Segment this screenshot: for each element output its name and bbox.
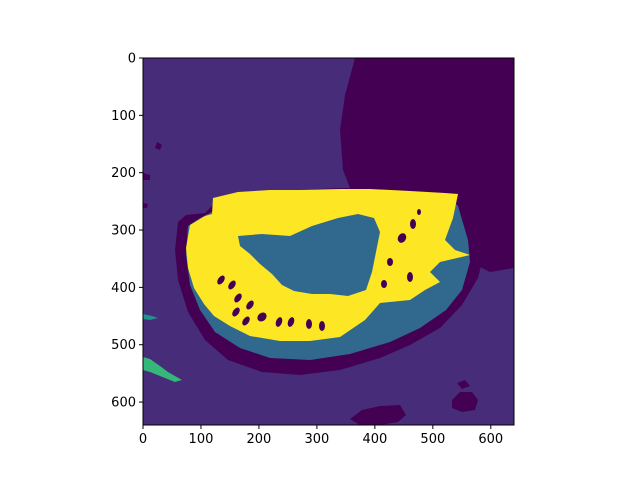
y-tick-label: 200 xyxy=(111,166,136,181)
region-flesh-core xyxy=(238,214,380,296)
region-green-left xyxy=(143,357,182,382)
seed xyxy=(234,293,242,303)
x-tick-label: 300 xyxy=(304,432,329,447)
x-tick-label: 400 xyxy=(362,432,387,447)
y-tick-label: 0 xyxy=(128,52,136,67)
x-axis: 0 100 200 300 400 500 600 xyxy=(139,425,503,447)
seed xyxy=(306,319,312,329)
heatmap-image xyxy=(143,58,514,425)
region-dark-blob-right-small xyxy=(457,380,470,389)
y-axis: 0 100 200 300 400 500 600 xyxy=(111,52,143,411)
x-tick-label: 200 xyxy=(247,432,272,447)
seed xyxy=(387,258,393,266)
region-dark-mark-left-3 xyxy=(143,203,148,208)
seed xyxy=(242,316,250,326)
seed xyxy=(287,317,295,327)
x-tick-label: 500 xyxy=(420,432,445,447)
x-tick-label: 600 xyxy=(478,432,503,447)
region-dark-blob-right xyxy=(452,392,478,412)
seed xyxy=(381,280,387,288)
seed xyxy=(257,312,267,322)
seed xyxy=(410,219,416,229)
seed xyxy=(417,209,421,215)
x-tick-label: 100 xyxy=(189,432,214,447)
y-tick-label: 500 xyxy=(111,338,136,353)
seed xyxy=(319,321,325,331)
y-tick-label: 600 xyxy=(111,396,136,411)
region-dark-mark-left-2 xyxy=(143,173,150,180)
seed xyxy=(275,317,283,327)
region-dark-blob-bottom xyxy=(350,405,406,425)
y-tick-label: 400 xyxy=(111,281,136,296)
seed xyxy=(228,280,236,290)
seed xyxy=(407,272,413,282)
seed xyxy=(246,300,254,310)
seed xyxy=(397,233,407,243)
y-tick-label: 300 xyxy=(111,224,136,239)
x-tick-label: 0 xyxy=(139,432,147,447)
axes-frame xyxy=(142,57,515,426)
seed-group xyxy=(217,209,421,331)
region-teal-left xyxy=(143,314,158,320)
y-tick-label: 100 xyxy=(111,109,136,124)
seed xyxy=(217,275,225,285)
seed xyxy=(232,307,240,317)
region-dark-mark-left xyxy=(155,142,162,150)
